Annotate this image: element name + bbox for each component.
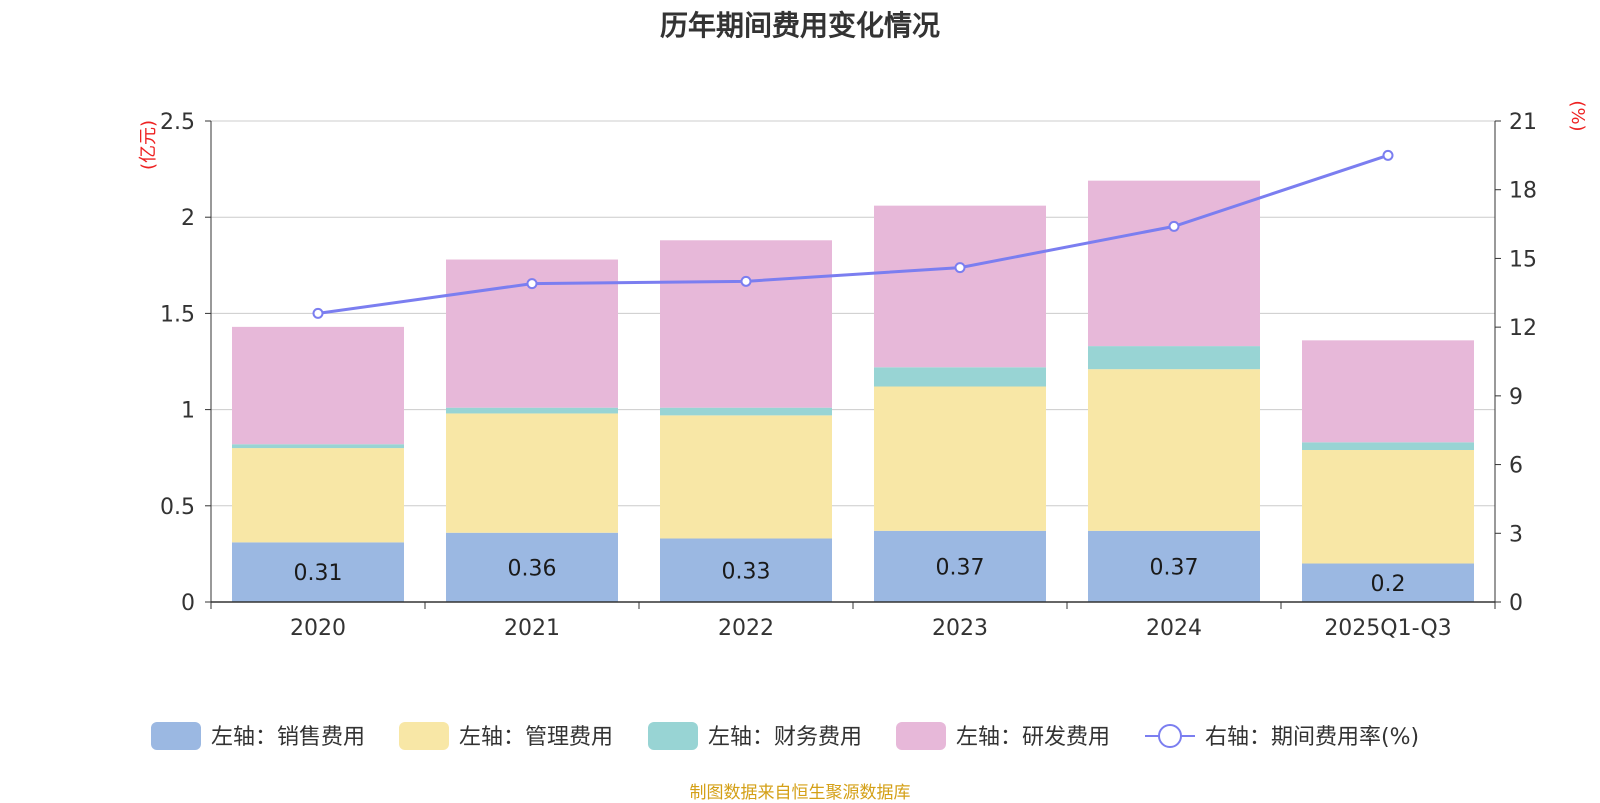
legend-swatch: [399, 722, 449, 750]
bar-segment: [1302, 442, 1474, 451]
legend-item: 左轴：销售费用: [151, 722, 365, 750]
right-axis-tick-label: 9: [1509, 385, 1523, 410]
bar-segment: [874, 205, 1046, 368]
bar-segment: [1088, 530, 1260, 602]
bar-segment: [1302, 563, 1474, 602]
left-axis-tick-label: 1.5: [160, 302, 195, 327]
left-axis-tick-label: 2: [181, 206, 195, 231]
right-axis-tick-label: 0: [1509, 591, 1523, 616]
legend-label: 左轴：管理费用: [459, 725, 613, 750]
bar-data-label: 0.2: [1371, 572, 1406, 597]
x-axis-tick-label: 2021: [504, 616, 560, 641]
right-axis-tick-label: 12: [1509, 316, 1537, 341]
chart-title: 历年期间费用变化情况: [659, 9, 940, 42]
bar-segment: [446, 413, 618, 533]
axes: 0 0.5 1 1.5 2 2.5 0 3 6 9 12 15 18 21 2020 2021 2022 2023…: [160, 110, 1537, 641]
rate-point: [526, 278, 538, 290]
right-axis-tick-label: 21: [1509, 110, 1537, 135]
bar-segment: [1302, 340, 1474, 443]
bar-segment: [1088, 369, 1260, 531]
x-axis-tick-label: 2024: [1146, 616, 1202, 641]
legend-label: 左轴：研发费用: [956, 725, 1110, 750]
legend-swatch: [151, 722, 201, 750]
bar-segment: [1302, 450, 1474, 564]
left-axis-tick-label: 1: [181, 399, 195, 424]
bar-segment: [874, 367, 1046, 387]
right-axis-unit: (%): [1567, 100, 1588, 131]
bar-segment: [660, 538, 832, 602]
left-axis-tick-label: 2.5: [160, 110, 195, 135]
legend-item: 左轴：财务费用: [648, 722, 862, 750]
bar-segment: [232, 542, 404, 602]
rate-point: [1168, 220, 1180, 232]
right-axis-tick-label: 18: [1509, 179, 1537, 204]
rate-point: [740, 275, 752, 287]
legend-item: 右轴：期间费用率(%): [1145, 724, 1419, 750]
bar-segment: [660, 407, 832, 416]
legend-item: 左轴：管理费用: [399, 722, 613, 750]
legend-swatch: [896, 722, 946, 750]
rate-line: [312, 149, 1394, 319]
rate-point: [954, 262, 966, 274]
bar-segment: [446, 407, 618, 414]
x-axis-tick-label: 2023: [932, 616, 988, 641]
bar-segment: [232, 326, 404, 445]
rate-point: [1382, 149, 1394, 161]
legend-label: 左轴：财务费用: [708, 725, 862, 750]
bar-segment: [232, 444, 404, 449]
bar-segment: [874, 386, 1046, 531]
bar-segment: [874, 530, 1046, 602]
right-axis-tick-label: 3: [1509, 522, 1523, 547]
bars: [232, 180, 1474, 602]
rate-line-path: [317, 153, 1389, 315]
left-axis-tick-label: 0: [181, 591, 195, 616]
legend-swatch: [648, 722, 698, 750]
right-axis-tick-label: 6: [1509, 454, 1523, 479]
x-axis-tick-label: 2020: [290, 616, 346, 641]
bar-segment: [660, 240, 832, 408]
legend-circle-marker: [1158, 724, 1182, 748]
left-axis-unit: (亿元): [138, 120, 159, 170]
bar-data-label: 0.33: [722, 559, 771, 584]
bar-segment: [446, 532, 618, 602]
source-note: 制图数据来自恒生聚源数据库: [689, 783, 911, 803]
legend-label: 左轴：销售费用: [211, 725, 365, 750]
x-axis-tick-label: 2025Q1-Q3: [1324, 616, 1451, 641]
legend-label: 右轴：期间费用率(%): [1205, 725, 1419, 750]
bar-data-label: 0.31: [294, 561, 343, 586]
bar-segment: [660, 415, 832, 539]
bar-segment: [232, 448, 404, 543]
legend: 左轴：销售费用 左轴：管理费用 左轴：财务费用 左轴：研发费用 右轴：期间费用率(%): [151, 722, 1419, 750]
rate-point: [312, 307, 324, 319]
left-axis-tick-label: 0.5: [160, 495, 195, 520]
bar-segment: [1088, 346, 1260, 370]
data-labels: 0.31 0.36 0.33 0.37 0.37 0.2: [294, 555, 1406, 596]
legend-item: 左轴：研发费用: [896, 722, 1110, 750]
bar-data-label: 0.37: [1150, 555, 1199, 580]
grid-lines: [211, 120, 1495, 507]
x-axis-tick-label: 2022: [718, 616, 774, 641]
bar-data-label: 0.37: [936, 555, 985, 580]
right-axis-tick-label: 15: [1509, 247, 1537, 272]
bar-data-label: 0.36: [508, 556, 557, 581]
